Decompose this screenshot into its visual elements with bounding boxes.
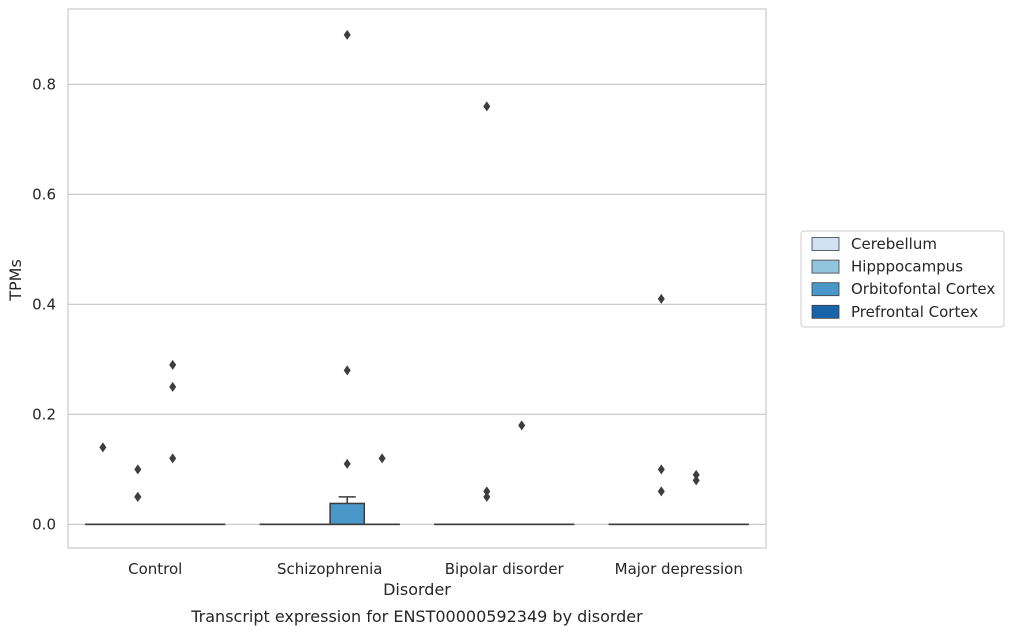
outlier-point	[169, 381, 177, 392]
legend-swatch	[811, 304, 840, 319]
x-tick-label: Bipolar disorder	[445, 560, 565, 578]
outlier-point	[343, 29, 351, 40]
x-tick-label: Schizophrenia	[277, 560, 382, 578]
y-tick-label: 0.0	[32, 515, 56, 533]
box	[329, 502, 366, 526]
legend-frame	[800, 230, 1005, 328]
outlier-point	[518, 420, 526, 431]
legend-swatch	[811, 259, 840, 274]
outlier-point	[692, 469, 700, 480]
outlier-point	[134, 491, 142, 502]
outlier-point	[483, 101, 491, 112]
y-tick-label: 0.4	[32, 295, 56, 313]
x-tick-labels: Control Schizophrenia Bipolar disorder Majo…	[128, 560, 743, 578]
y-axis-label: TPMs	[6, 259, 25, 302]
x-tick-label: Control	[128, 560, 182, 578]
plot-frame	[67, 8, 767, 549]
outlier-point	[483, 491, 491, 502]
legend: Cerebellum Hipppocampus Orbitofontal Corte…	[800, 230, 1005, 328]
outlier-point	[483, 486, 491, 497]
y-tick-label: 0.2	[32, 405, 56, 423]
outlier-point	[378, 453, 386, 464]
outlier-point	[657, 464, 665, 475]
box-plots	[85, 496, 749, 526]
outlier-point	[657, 486, 665, 497]
outlier-point	[169, 359, 177, 370]
x-axis-label: Disorder	[383, 580, 451, 599]
outlier-point	[657, 293, 665, 304]
x-tick-label: Major depression	[615, 560, 743, 578]
legend-swatch	[811, 237, 840, 251]
y-tick-labels: 0.0 0.2 0.4 0.6 0.8	[32, 75, 56, 533]
legend-swatch	[811, 282, 840, 297]
outlier-markers	[99, 29, 700, 502]
outlier-point	[134, 464, 142, 475]
outlier-point	[343, 365, 351, 376]
outlier-point	[169, 453, 177, 464]
chart-caption: Transcript expression for ENST0000059234…	[190, 607, 643, 626]
legend-label: Hipppocampus	[851, 258, 963, 276]
legend-label: Prefrontal Cortex	[851, 303, 978, 321]
legend-label: Cerebellum	[851, 235, 937, 253]
outlier-point	[99, 442, 107, 453]
outlier-point	[343, 458, 351, 469]
legend-label: Orbitofontal Cortex	[851, 280, 995, 298]
y-tick-label: 0.8	[32, 75, 56, 93]
y-tick-label: 0.6	[32, 185, 56, 203]
outlier-point	[692, 475, 700, 486]
